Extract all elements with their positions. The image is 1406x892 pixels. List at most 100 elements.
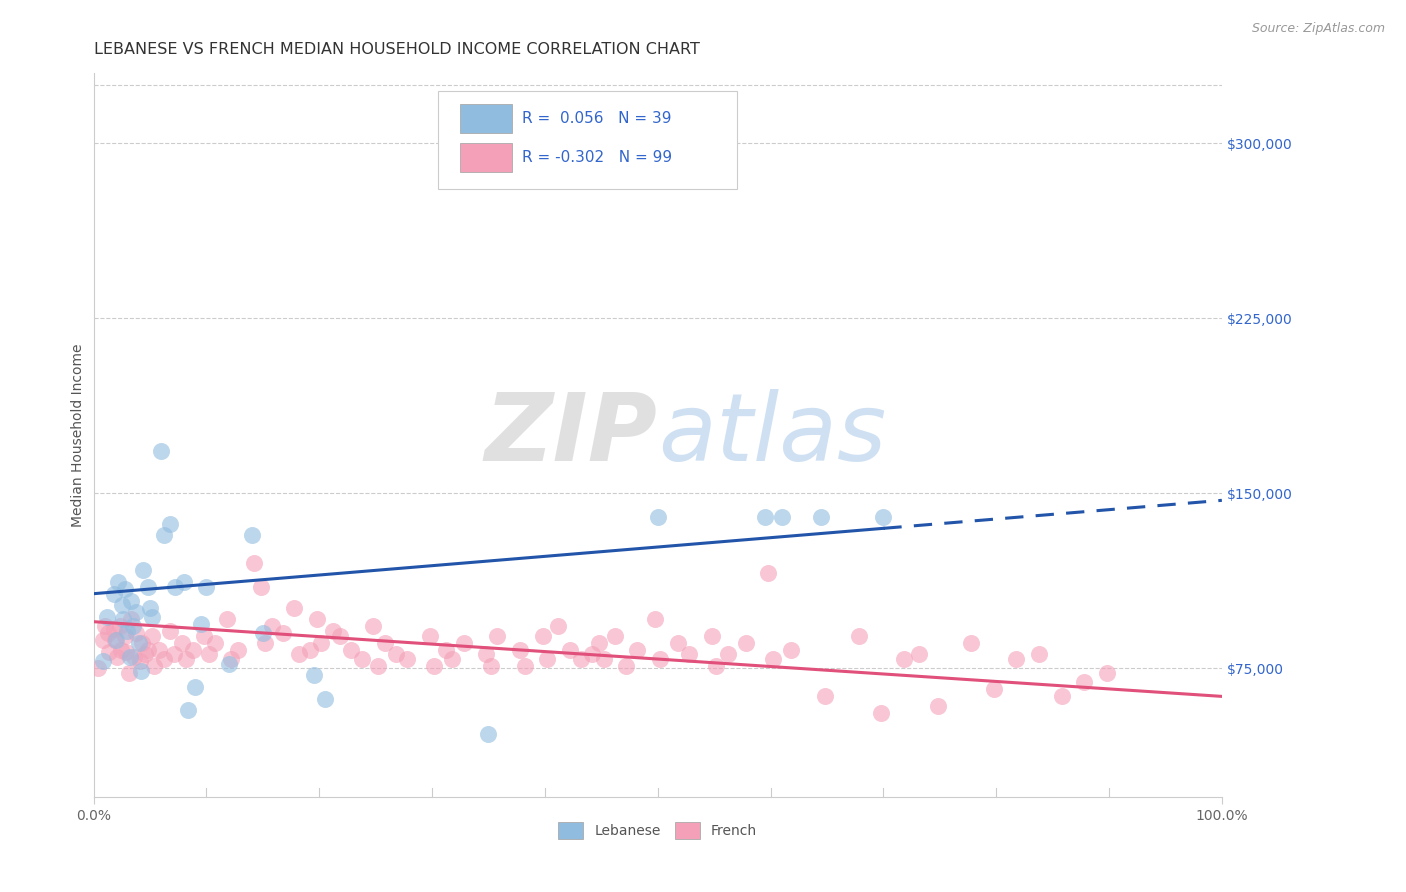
FancyBboxPatch shape — [437, 91, 737, 189]
Text: ZIP: ZIP — [485, 389, 658, 481]
Point — [110, 642, 132, 657]
Point — [97, 626, 120, 640]
Point — [363, 619, 385, 633]
Point — [148, 642, 170, 657]
Point — [105, 649, 128, 664]
Point — [486, 629, 509, 643]
Point — [120, 612, 142, 626]
Text: R =  0.056   N = 39: R = 0.056 N = 39 — [522, 112, 672, 127]
Point — [152, 528, 174, 542]
Point — [754, 509, 776, 524]
Point — [352, 652, 374, 666]
Point — [141, 629, 163, 643]
Point — [114, 629, 136, 643]
Point — [159, 516, 181, 531]
Text: atlas: atlas — [658, 390, 886, 481]
Point — [218, 657, 240, 671]
Point — [190, 617, 212, 632]
Point — [328, 629, 350, 643]
Point — [134, 648, 156, 662]
Point — [340, 642, 363, 657]
Point — [136, 642, 159, 657]
Point — [678, 648, 700, 662]
Point — [118, 649, 141, 664]
Point — [103, 622, 125, 636]
Point — [531, 629, 554, 643]
Point — [283, 600, 305, 615]
Point — [117, 624, 139, 638]
Point — [592, 652, 614, 666]
Point — [810, 509, 832, 524]
Point — [536, 652, 558, 666]
Point — [1005, 652, 1028, 666]
Point — [181, 642, 204, 657]
Point — [152, 652, 174, 666]
Point — [87, 661, 110, 675]
Point — [141, 610, 163, 624]
Point — [419, 629, 441, 643]
Point — [215, 612, 238, 626]
Point — [302, 668, 325, 682]
Point — [367, 659, 389, 673]
Point — [513, 659, 536, 673]
Point — [163, 648, 186, 662]
Point — [115, 645, 138, 659]
Point — [128, 654, 150, 668]
Point — [143, 659, 166, 673]
Point — [254, 636, 277, 650]
Point — [91, 654, 114, 668]
Point — [177, 703, 200, 717]
Point — [193, 629, 215, 643]
Point — [1050, 690, 1073, 704]
Point — [184, 680, 207, 694]
Point — [98, 645, 121, 659]
Point — [117, 666, 139, 681]
Point — [396, 652, 419, 666]
Point — [717, 648, 740, 662]
Point — [581, 648, 603, 662]
Point — [128, 636, 150, 650]
Point — [848, 629, 870, 643]
Point — [260, 619, 283, 633]
Point — [588, 636, 610, 650]
Point — [219, 652, 242, 666]
Point — [385, 648, 408, 662]
Point — [1028, 648, 1050, 662]
Point — [983, 682, 1005, 697]
Point — [104, 633, 127, 648]
Point — [150, 444, 173, 458]
Point — [893, 652, 915, 666]
Text: LEBANESE VS FRENCH MEDIAN HOUSEHOLD INCOME CORRELATION CHART: LEBANESE VS FRENCH MEDIAN HOUSEHOLD INCO… — [94, 42, 699, 57]
Point — [252, 626, 274, 640]
Point — [197, 648, 219, 662]
Point — [105, 633, 128, 648]
Point — [647, 509, 669, 524]
Point — [441, 652, 464, 666]
Point — [136, 580, 159, 594]
Point — [626, 642, 648, 657]
Legend: Lebanese, French: Lebanese, French — [553, 817, 762, 844]
Point — [96, 610, 118, 624]
Y-axis label: Median Household Income: Median Household Income — [72, 343, 86, 527]
Point — [434, 642, 457, 657]
Point — [779, 642, 801, 657]
FancyBboxPatch shape — [460, 104, 512, 133]
Point — [170, 636, 193, 650]
Point — [195, 580, 218, 594]
Point — [159, 624, 181, 638]
Point — [240, 528, 263, 542]
Point — [1095, 666, 1118, 681]
Point — [249, 580, 271, 594]
Text: R = -0.302   N = 99: R = -0.302 N = 99 — [522, 151, 672, 165]
Point — [91, 633, 114, 648]
Point — [479, 659, 502, 673]
Point — [125, 606, 148, 620]
Point — [870, 706, 893, 720]
Point — [311, 636, 333, 650]
Point — [94, 619, 117, 633]
Point — [120, 593, 142, 607]
Point — [131, 636, 153, 650]
Point — [756, 566, 779, 580]
Point — [423, 659, 446, 673]
Point — [1073, 675, 1095, 690]
